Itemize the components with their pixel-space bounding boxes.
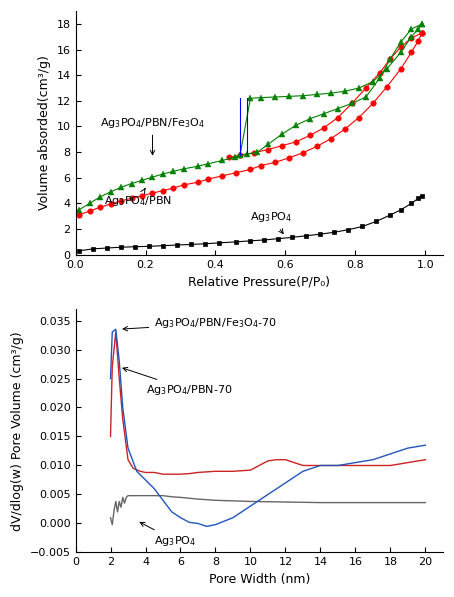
- Text: Ag$_3$PO$_4$/PBN/Fe$_3$O$_4$-70: Ag$_3$PO$_4$/PBN/Fe$_3$O$_4$-70: [123, 316, 277, 331]
- Y-axis label: Volume absorded(cm³/g): Volume absorded(cm³/g): [38, 56, 51, 210]
- X-axis label: Pore Width (nm): Pore Width (nm): [208, 573, 310, 586]
- Text: Ag$_3$PO$_4$: Ag$_3$PO$_4$: [251, 211, 293, 233]
- Text: Ag$_3$PO$_4$/PBN: Ag$_3$PO$_4$/PBN: [104, 189, 172, 208]
- Text: Ag$_3$PO$_4$/PBN-70: Ag$_3$PO$_4$/PBN-70: [123, 367, 232, 397]
- X-axis label: Relative Pressure(P/P₀): Relative Pressure(P/P₀): [188, 275, 330, 288]
- Text: Ag$_3$PO$_4$: Ag$_3$PO$_4$: [140, 522, 197, 548]
- Y-axis label: dV/dlog(w) Pore Volume (cm³/g): dV/dlog(w) Pore Volume (cm³/g): [11, 331, 24, 531]
- Text: Ag$_3$PO$_4$/PBN/Fe$_3$O$_4$: Ag$_3$PO$_4$/PBN/Fe$_3$O$_4$: [100, 116, 205, 155]
